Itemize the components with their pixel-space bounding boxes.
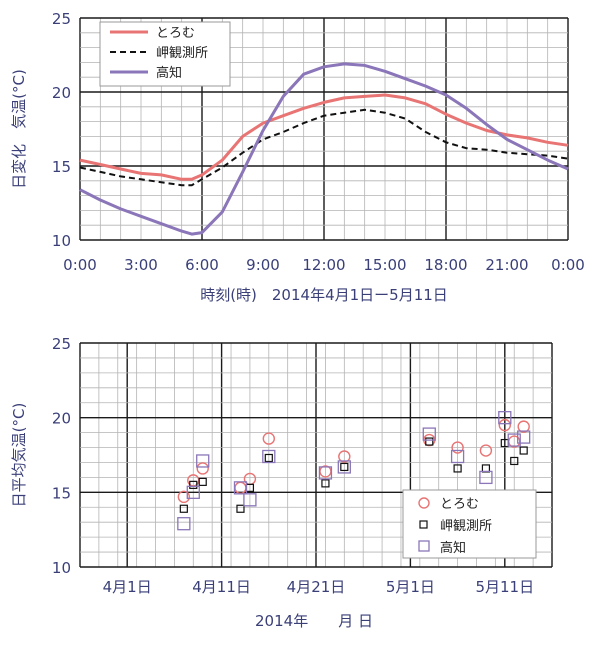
legend-marker-misaki (419, 520, 428, 529)
data-point (517, 430, 531, 444)
tick-labels: 10 15 20 25 4月1日 4月11日 4月21日 5月1日 5月11日 (52, 335, 534, 596)
y-tick-label: 20 (52, 84, 71, 102)
data-point (479, 444, 493, 457)
x-tick-label: 0:00 (63, 256, 97, 274)
x-tick-label: 21:00 (485, 256, 528, 274)
x-tick-label: 5月1日 (386, 578, 435, 596)
x-tick-label: 12:00 (302, 256, 345, 274)
y-axis-label: 日変化 気温(°C) (10, 69, 28, 189)
data-point (337, 460, 351, 474)
data-point (425, 437, 434, 446)
daily-change-chart: 10 15 20 25 0:00 3:00 6:00 9:00 12:00 15:00 18:00 2… (10, 10, 585, 304)
data-point (519, 446, 528, 455)
x-axis-label: 2014年 月 日 (255, 612, 373, 630)
data-point (338, 450, 351, 463)
data-point (422, 427, 436, 441)
data-point (186, 485, 200, 499)
legend: とろむ 岬観測所 高知 (402, 489, 537, 559)
legend-label-torom: とろむ (440, 497, 479, 512)
data-point (507, 433, 521, 447)
legend-label-misaki: 岬観測所 (156, 46, 208, 61)
y-tick-label: 20 (52, 410, 71, 428)
x-tick-label: 5月11日 (475, 578, 534, 596)
y-tick-label: 25 (52, 335, 71, 353)
data-point (177, 490, 191, 504)
data-point (262, 449, 276, 464)
y-tick-label: 25 (52, 10, 71, 28)
grid (79, 342, 553, 568)
y-axis-label: 日平均気温(°C) (10, 403, 28, 508)
legend-marker-torom (418, 497, 430, 509)
data-point (189, 480, 198, 489)
series (177, 411, 531, 531)
x-tick-label: 15:00 (363, 256, 406, 274)
data-point (498, 411, 512, 425)
y-tick-label: 10 (52, 232, 71, 250)
x-tick-label: 4月11日 (192, 578, 251, 596)
data-point (198, 477, 207, 486)
legend-box (402, 489, 537, 559)
data-point (479, 470, 493, 485)
data-point (453, 464, 462, 473)
data-point (196, 462, 209, 475)
y-tick-label: 10 (52, 559, 71, 577)
data-point (262, 432, 275, 445)
legend-label-misaki: 岬観測所 (440, 519, 492, 534)
legend-label-torom: とろむ (156, 26, 195, 41)
data-point (517, 420, 530, 433)
daily-mean-chart: 10 15 20 25 4月1日 4月11日 4月21日 5月1日 5月11日 日平均気温(°C… (10, 335, 553, 630)
series (79, 62, 569, 236)
data-point (196, 454, 210, 468)
data-point (450, 449, 465, 464)
data-point (318, 466, 333, 480)
data-point (498, 418, 511, 432)
data-point (179, 504, 188, 513)
legend-marker-kochi (418, 540, 430, 552)
legend: とろむ 岬観測所 高知 (99, 21, 231, 87)
tick-labels: 10 15 20 25 0:00 3:00 6:00 9:00 12:00 15:00 18:00 2… (52, 10, 585, 274)
data-point (233, 481, 248, 495)
x-tick-label: 0:00 (551, 256, 585, 274)
legend-label-kochi: 高知 (156, 65, 182, 81)
x-tick-label: 4月21日 (287, 578, 346, 596)
x-tick-label: 9:00 (246, 256, 280, 274)
data-point (243, 493, 257, 507)
y-tick-label: 15 (52, 484, 71, 502)
data-point (451, 441, 464, 454)
data-point (264, 453, 273, 463)
data-point (236, 504, 245, 513)
data-point (321, 479, 330, 488)
x-axis-label: 時刻(時) 2014年4月1日ー5月11日 (200, 286, 448, 304)
x-tick-label: 3:00 (124, 256, 158, 274)
x-tick-label: 6:00 (185, 256, 219, 274)
data-point (510, 456, 519, 466)
legend-label-kochi: 高知 (440, 540, 466, 556)
series-line (79, 62, 569, 236)
series-line (79, 108, 569, 187)
x-tick-label: 4月1日 (103, 578, 152, 596)
series-line (79, 93, 569, 181)
data-point (177, 517, 191, 531)
y-tick-label: 15 (52, 158, 71, 176)
data-point (340, 462, 349, 472)
x-tick-label: 18:00 (424, 256, 467, 274)
